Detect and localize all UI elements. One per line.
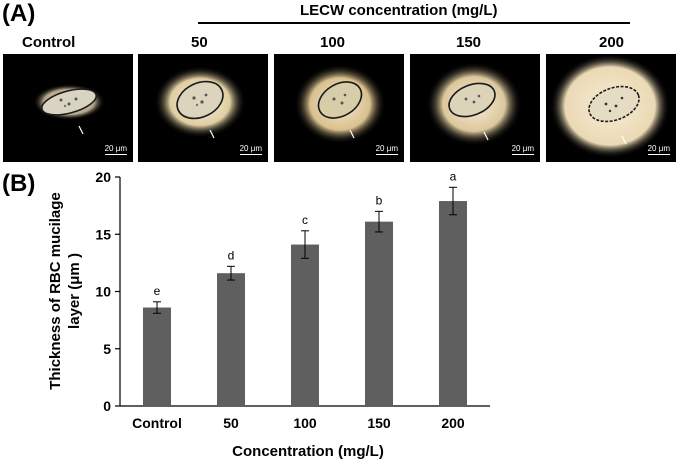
scale-bar-label: 20 μm [239, 144, 262, 153]
scale-bar-label: 20 μm [375, 144, 398, 153]
y-tick-label: 20 [95, 169, 111, 185]
x-axis-title: Concentration (mg/L) [232, 443, 384, 460]
bar-chart: Thickness of RBC mucilage layer (μm ) 0 5… [47, 169, 490, 460]
header-bracket-line [198, 22, 630, 24]
micrograph-150: 20 μm [410, 54, 540, 162]
panel-a-label: (A) [2, 0, 36, 27]
scale-bar: 20 μm [647, 144, 670, 155]
y-axis-title-line-2: layer (μm ) [66, 253, 83, 329]
y-tick-label: 5 [103, 341, 111, 357]
y-tick-label: 15 [95, 226, 111, 242]
lecw-header: LECW concentration (mg/L) [300, 2, 498, 19]
micrograph-200: 20 μm [546, 54, 676, 162]
scale-bar-label: 20 μm [511, 144, 534, 153]
micrograph-control: 20 μm [3, 54, 133, 162]
scale-bar: 20 μm [511, 144, 534, 155]
column-label-200: 200 [599, 34, 625, 51]
x-tick-label: 100 [293, 415, 317, 431]
bar-50 [217, 273, 245, 406]
panel-b-label: (B) [2, 170, 36, 197]
bar-100 [291, 244, 319, 406]
y-tick-label: 10 [95, 284, 111, 300]
column-label-100: 100 [320, 34, 346, 51]
significance-letter: d [228, 248, 235, 262]
y-axis-title: Thickness of RBC mucilage layer (μm ) [47, 192, 83, 390]
column-label-150: 150 [456, 34, 482, 51]
column-label-50: 50 [191, 34, 208, 51]
y-tick-label: 0 [103, 398, 111, 414]
significance-letter: b [376, 193, 383, 207]
bar-150 [365, 221, 393, 406]
x-tick-label: Control [132, 415, 182, 431]
significance-letter: c [302, 213, 308, 227]
micrograph-100: 20 μm [274, 54, 404, 162]
column-label-control: Control [22, 34, 76, 51]
scale-bar-label: 20 μm [647, 144, 670, 153]
scale-bar: 20 μm [104, 144, 127, 155]
x-tick-label: 150 [367, 415, 391, 431]
x-tick-label: 50 [223, 415, 239, 431]
y-axis-title-line-1: Thickness of RBC mucilage [47, 192, 64, 390]
scale-bar-label: 20 μm [104, 144, 127, 153]
x-tick-label: 200 [441, 415, 465, 431]
bar-200 [439, 201, 467, 406]
scale-bar: 20 μm [375, 144, 398, 155]
micrograph-50: 20 μm [138, 54, 268, 162]
significance-letter: a [450, 169, 457, 183]
scale-bar: 20 μm [239, 144, 262, 155]
significance-letter: e [154, 284, 161, 298]
bar-control [143, 307, 171, 406]
